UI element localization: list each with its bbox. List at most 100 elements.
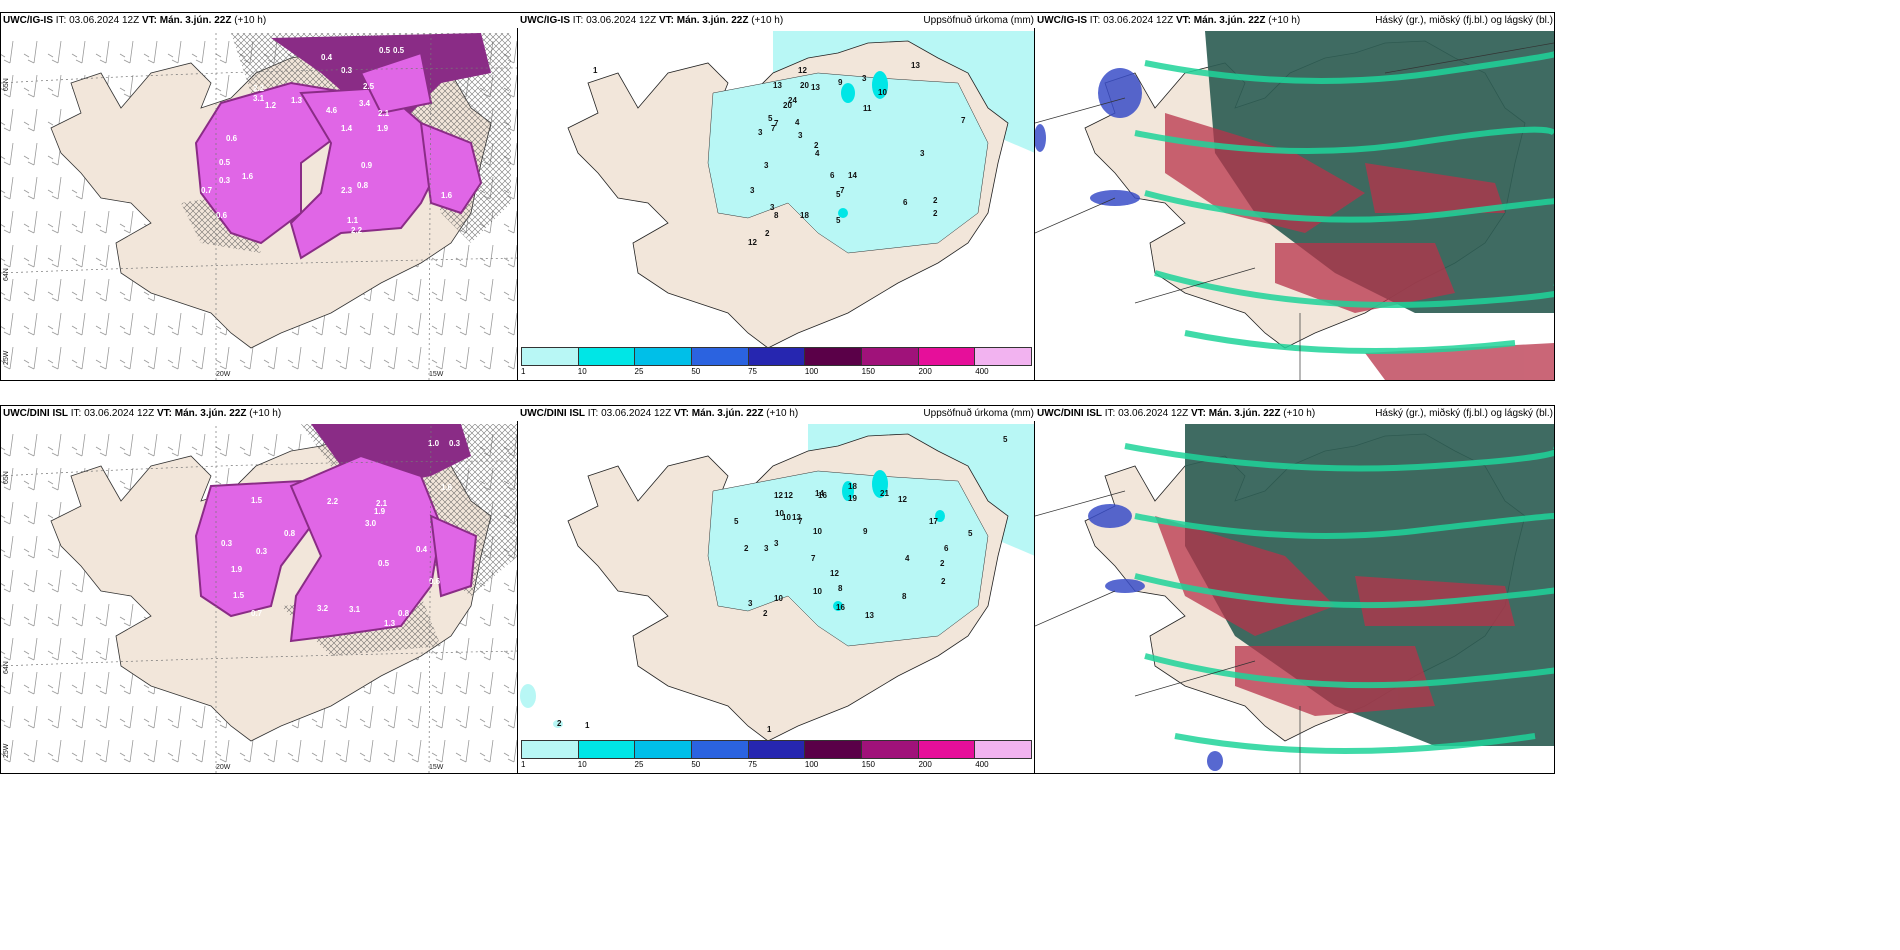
wind-barb (503, 569, 518, 593)
wind-barb (215, 739, 230, 763)
lon-label-left: 25W (3, 743, 10, 758)
lightning-value-label: 0.5 (219, 158, 231, 167)
precip-cores (833, 470, 945, 611)
lightning-value-label: 1.9 (377, 124, 389, 133)
wind-barb (143, 705, 158, 729)
wind-barb (479, 278, 494, 302)
precip-value-label: 2 (557, 719, 562, 728)
wind-barb (119, 433, 134, 457)
colorbar-tick: 25 (634, 367, 644, 376)
wind-barb (95, 278, 110, 302)
wind-barb (71, 40, 86, 64)
precip-value-label: 7 (774, 119, 779, 128)
wind-barb (479, 346, 494, 370)
graticule (1, 32, 518, 380)
wind-barb (431, 705, 446, 729)
lon-label-right: 15W (429, 764, 444, 771)
colorbar-segment (748, 741, 806, 758)
wind-barb (1, 603, 14, 627)
wind-barb (431, 671, 446, 695)
precip-value-label: 6 (830, 171, 835, 180)
lightning-value-label: 1.9 (374, 507, 386, 516)
wind-barb (263, 433, 278, 457)
wind-barb (95, 312, 110, 336)
wind-barb (23, 569, 38, 593)
lightning-value-label: 1.6 (242, 172, 254, 181)
precip-value-label: 7 (961, 116, 966, 125)
lightning-value-label: 1.4 (341, 124, 353, 133)
lon-label-left: 25W (3, 350, 10, 365)
precip-colorbar (521, 347, 1032, 366)
lightning-value-label: 4.6 (326, 106, 338, 115)
wind-barb (215, 40, 230, 64)
precip-value-label: 3 (750, 186, 755, 195)
lightning-value-label: 0.9 (361, 161, 373, 170)
wind-barb (119, 739, 134, 763)
precip-value-label: 5 (768, 114, 773, 123)
domain-lines (1035, 490, 1301, 773)
valid-time: Mán. 3.jún. 22Z (1193, 15, 1266, 26)
precip-value-label: 10 (813, 587, 822, 596)
model-name: UWC/IG-IS (1037, 15, 1087, 26)
wind-barb (359, 705, 374, 729)
lightning-map: 3.13.42.21.21.34.62.51.40.40.30.5 0.51.92… (1, 32, 518, 380)
init-time: IT: 03.06.2024 12Z (572, 15, 657, 26)
wind-barb (335, 346, 350, 370)
wind-barb (71, 705, 86, 729)
wind-barb (215, 74, 230, 98)
lon-label-mid: 20W (216, 764, 231, 771)
panel-cloud-row2: UWC/DINI ISL IT: 03.06.2024 12Z VT: Mán.… (1034, 405, 1555, 774)
wind-barb (479, 705, 494, 729)
wind-barb (1, 108, 14, 132)
lightning-value-label: 0.5 (379, 46, 391, 55)
precip-value-label: 9 (863, 527, 868, 536)
precip-value-label: 12 (748, 238, 757, 247)
wind-barb (431, 278, 446, 302)
wind-barb (95, 346, 110, 370)
precip-value-label: 20 (783, 101, 792, 110)
precip-value-label: 13 (792, 513, 801, 522)
wind-barb (1, 671, 14, 695)
precip-value-label: 8 (838, 584, 843, 593)
precip-value-label: 6 (903, 198, 908, 207)
colorbar-tick: 150 (861, 760, 876, 769)
precip-value-label: 5 (1003, 435, 1008, 444)
wind-barb (263, 739, 278, 763)
wind-barb (95, 671, 110, 695)
colorbar-segment (805, 348, 863, 365)
lon-label-mid: 20W (216, 371, 231, 378)
wind-barb (503, 278, 518, 302)
wind-barb (71, 433, 86, 457)
wind-barb (23, 535, 38, 559)
panel-lightning-row1: UWC/IG-IS IT: 03.06.2024 12Z VT: Mán. 3.… (0, 12, 519, 381)
precip-value-label: 11 (863, 104, 872, 113)
precip-value-label: 4 (815, 149, 820, 158)
colorbar-segment (862, 348, 919, 365)
lightning-value-label: 0.8 (357, 181, 369, 190)
wind-barb (23, 705, 38, 729)
precip-cores (838, 71, 888, 218)
model-name: UWC/IG-IS (3, 15, 53, 26)
wind-barb (95, 40, 110, 64)
precip-value-label: 14 (815, 489, 824, 498)
colorbar-segment (975, 348, 1032, 365)
wind-barb (407, 671, 422, 695)
colorbar-tick: 10 (577, 760, 587, 769)
colorbar-tick: 50 (691, 367, 701, 376)
lightning-value-label: 3.1 (349, 605, 361, 614)
precip-value-label: 16 (836, 603, 845, 612)
precip-value-label: 10 (774, 594, 783, 603)
colorbar-tick: 200 (918, 760, 932, 769)
wind-barb (47, 569, 62, 593)
colorbar-segment (578, 741, 636, 758)
lightning-value-label: 0.3 (256, 547, 268, 556)
precip-value-label: 5 (836, 190, 841, 199)
wind-barb (71, 671, 86, 695)
wind-barb (431, 637, 446, 661)
precip-value-label: 10 (813, 527, 822, 536)
colorbar-segment (805, 741, 863, 758)
precip-value-label: 7 (771, 124, 776, 133)
wind-barb (1, 637, 14, 661)
lightning-value-label: 2.5 (363, 82, 375, 91)
